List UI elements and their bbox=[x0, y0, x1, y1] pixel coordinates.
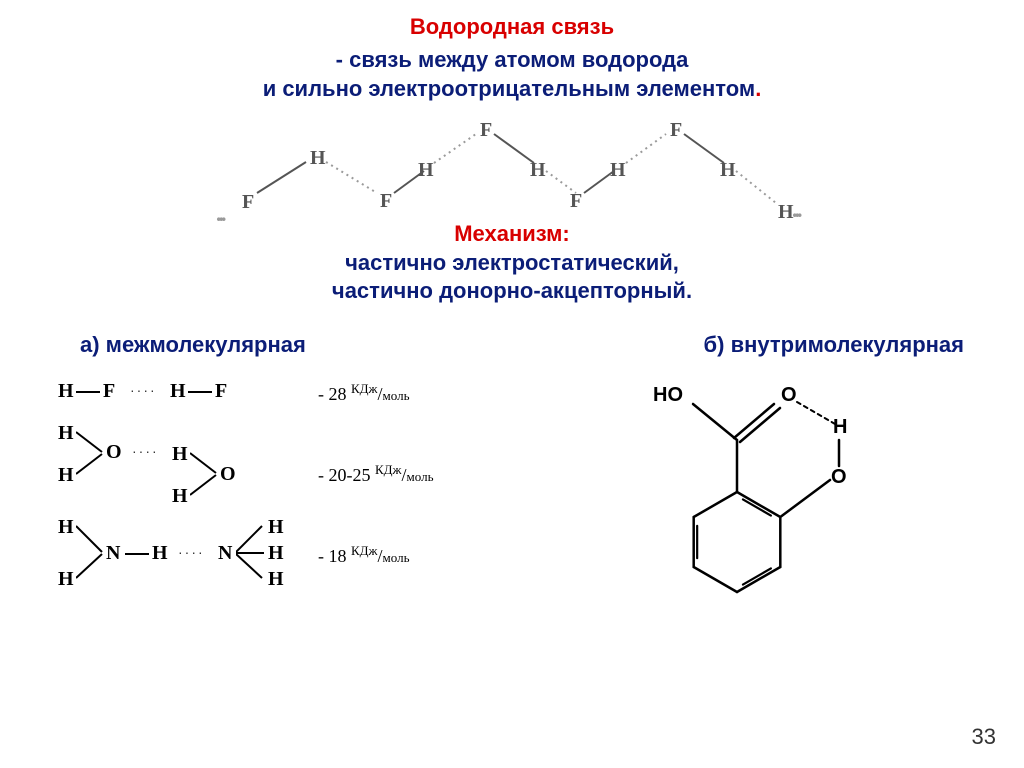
sal-h: H bbox=[833, 416, 847, 439]
h2o-h2a: H bbox=[172, 443, 188, 466]
nh3-h1a: H bbox=[58, 516, 74, 539]
h2o-h2b: H bbox=[172, 485, 188, 508]
nh3-unit-top: КДж bbox=[351, 543, 378, 558]
h2o-unit-top: КДж bbox=[375, 462, 402, 477]
hf-atom-label: H bbox=[310, 147, 326, 170]
type-a-label: а) межмолекулярная bbox=[80, 332, 306, 358]
nh3-unit-bot: моль bbox=[383, 550, 410, 565]
h2o-bonds2-icon bbox=[190, 449, 220, 501]
h2o-energy-dash: - bbox=[318, 465, 324, 485]
def-period: . bbox=[755, 76, 761, 101]
intermolecular-diagram: H F ···· H F - 28 КДж/моль H H O ···· H … bbox=[50, 376, 570, 626]
hf-atom-label: H bbox=[720, 159, 736, 182]
hf-h2: H bbox=[170, 380, 186, 403]
page-number: 33 bbox=[972, 724, 996, 750]
nh3-n1: N bbox=[106, 542, 120, 565]
hf-bond2-icon bbox=[188, 391, 212, 393]
h2o-o2: O bbox=[220, 463, 236, 486]
h2o-unit-bot: моль bbox=[407, 469, 434, 484]
h2o-dots: ···· bbox=[132, 443, 159, 459]
hf-atom-label: F bbox=[242, 191, 254, 214]
hf-chain-diagram: FHFHFHFHFHH...... bbox=[232, 117, 792, 217]
hf-h1: H bbox=[58, 380, 74, 403]
salicylic-diagram: HO O H O bbox=[570, 376, 964, 614]
nh3-dots: ···· bbox=[178, 544, 205, 560]
h2o-energy: - 20-25 КДж/моль bbox=[318, 462, 434, 486]
hf-atom-label: F bbox=[570, 190, 582, 213]
nh3-h1b: H bbox=[58, 568, 74, 591]
hf-unit-bot: моль bbox=[383, 388, 410, 403]
hf-f1: F bbox=[103, 380, 115, 403]
salicylic-svg bbox=[637, 384, 897, 614]
hf-unit-top: КДж bbox=[351, 381, 378, 396]
hf-atom-label: H bbox=[418, 159, 434, 182]
type-b-label: б) внутримолекулярная bbox=[704, 332, 964, 358]
nh3-bonds1-icon bbox=[76, 524, 106, 584]
def-line1: - связь между атомом водорода bbox=[336, 47, 689, 72]
nh3-h1c: H bbox=[152, 542, 168, 565]
lower-section: H F ···· H F - 28 КДж/моль H H O ···· H … bbox=[0, 376, 1024, 626]
hf-ellipsis-left: ... bbox=[216, 201, 224, 227]
h2o-energy-val: 20-25 bbox=[329, 465, 371, 485]
title: Водородная связь bbox=[0, 14, 1024, 40]
sal-o1: O bbox=[781, 384, 797, 407]
hf-atom-label: F bbox=[380, 190, 392, 213]
nh3-nh-bond-icon bbox=[125, 553, 149, 555]
h2o-bonds1-icon bbox=[76, 428, 106, 480]
nh3-energy: - 18 КДж/моль bbox=[318, 543, 410, 567]
nh3-energy-dash: - bbox=[318, 546, 324, 566]
nh3-bonds2-icon bbox=[236, 524, 266, 584]
mechanism-text: частично электростатический, частично до… bbox=[0, 249, 1024, 304]
mech-line2: частично донорно-акцепторный. bbox=[332, 278, 692, 303]
hf-atom-label: F bbox=[480, 119, 492, 142]
hf-energy-dash: - bbox=[318, 384, 324, 404]
hf-energy-val: 28 bbox=[329, 384, 347, 404]
sal-ho: HO bbox=[653, 384, 683, 407]
hf-atom-label: H bbox=[530, 159, 546, 182]
h2o-h1b: H bbox=[58, 464, 74, 487]
hf-atom-label: F bbox=[670, 119, 682, 142]
definition: - связь между атомом водорода и сильно э… bbox=[0, 46, 1024, 103]
nh3-n2: N bbox=[218, 542, 232, 565]
nh3-energy-val: 18 bbox=[329, 546, 347, 566]
hf-f2: F bbox=[215, 380, 227, 403]
sal-o2: O bbox=[831, 466, 847, 489]
hf-ellipsis-right: ... bbox=[792, 197, 800, 223]
nh3-h2c: H bbox=[268, 568, 284, 591]
nh3-h2a: H bbox=[268, 516, 284, 539]
mech-line1: частично электростатический, bbox=[345, 250, 679, 275]
types-row: а) межмолекулярная б) внутримолекулярная bbox=[0, 332, 1024, 358]
h2o-h1a: H bbox=[58, 422, 74, 445]
nh3-h2b: H bbox=[268, 542, 284, 565]
hf-atom-label: H bbox=[610, 159, 626, 182]
mechanism-label: Механизм: bbox=[0, 221, 1024, 247]
h2o-o1: O bbox=[106, 441, 122, 464]
hf-energy: - 28 КДж/моль bbox=[318, 381, 410, 405]
hf-dots: ···· bbox=[130, 382, 157, 398]
hf-bond1-icon bbox=[76, 391, 100, 393]
def-line2: и сильно электроотрицательным элементом bbox=[263, 76, 756, 101]
